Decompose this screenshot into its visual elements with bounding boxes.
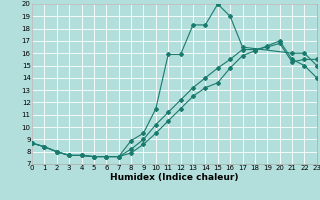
X-axis label: Humidex (Indice chaleur): Humidex (Indice chaleur) <box>110 173 239 182</box>
